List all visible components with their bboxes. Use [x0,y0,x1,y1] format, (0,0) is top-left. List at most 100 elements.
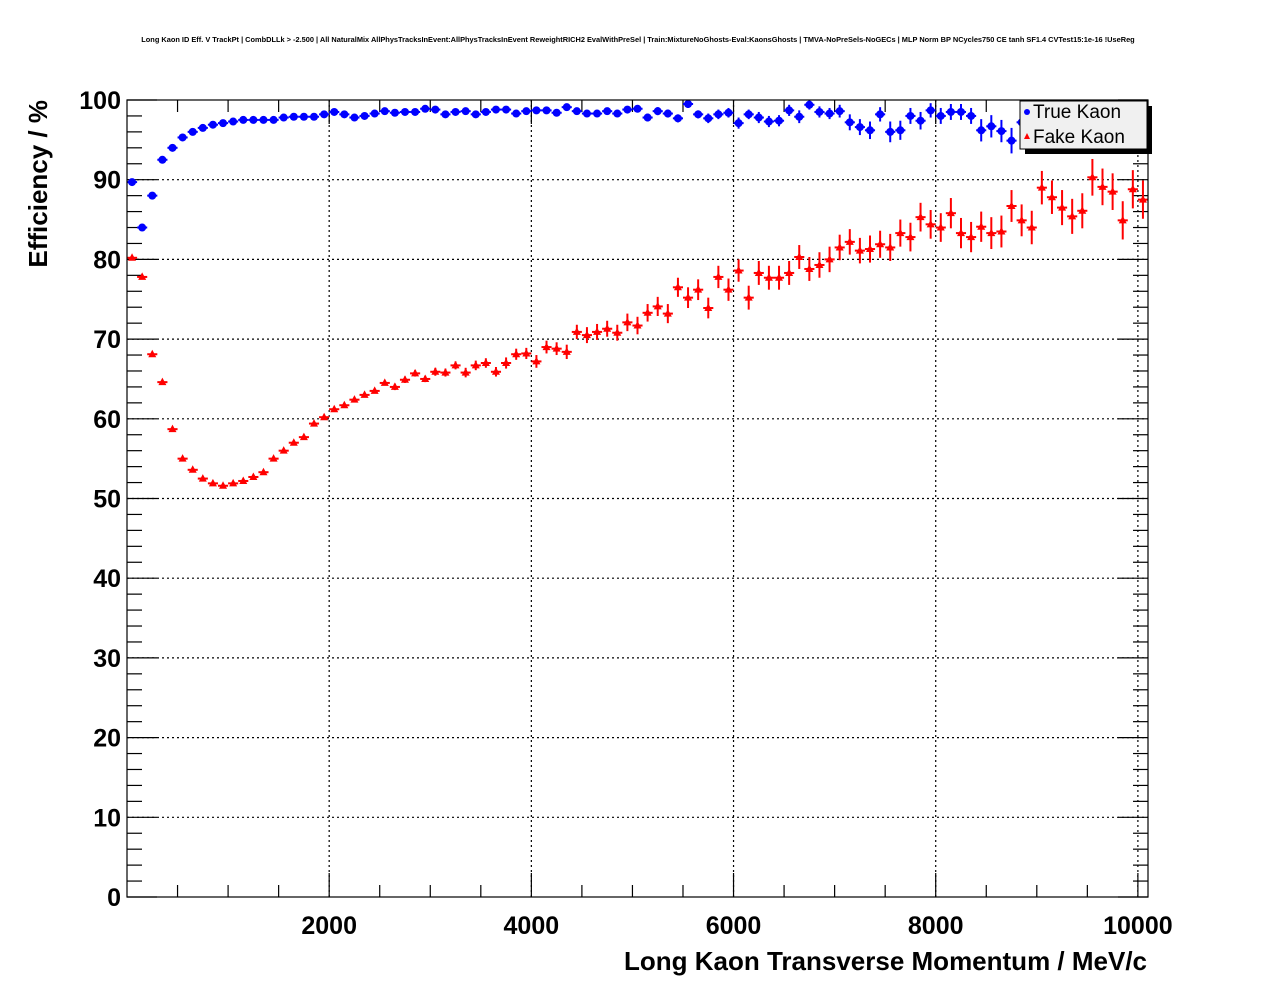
circle-marker [512,109,521,118]
true-kaon-point [642,113,653,122]
circle-marker [775,116,784,125]
true-kaon-point [521,107,532,116]
fake-kaon-point [228,478,239,487]
fake-kaon-point [1077,193,1088,229]
fake-kaon-point [854,237,865,264]
triangle-marker [997,227,1006,235]
triangle-marker [704,303,713,312]
true-kaon-point [470,110,481,119]
true-kaon-point [278,113,289,122]
circle-marker [582,109,591,118]
triangle-marker [1037,183,1046,191]
circle-marker [593,109,602,118]
circle-marker [967,111,976,120]
true-kaon-point [551,108,562,117]
triangle-marker [967,232,976,241]
fake-kaon-point [612,324,623,341]
fake-kaon-point [753,260,764,285]
fake-kaon-point [945,198,956,229]
fake-kaon-point [298,432,309,441]
legend: True Kaon Fake Kaon [1019,100,1152,154]
triangle-marker [825,254,834,263]
true-kaon-point [379,107,390,116]
fake-kaon-point [319,412,330,421]
fake-kaon-point [379,378,390,386]
fake-kaon-point [743,285,754,310]
triangle-marker [208,478,217,487]
triangle-marker [653,301,662,310]
triangle-marker [441,368,450,376]
triangle-marker [239,476,248,484]
x-tick-label: 2000 [301,912,357,940]
circle-marker [673,114,682,123]
triangle-marker [775,273,784,281]
true-kaon-point [794,110,805,124]
triangle-marker [1007,201,1016,210]
fake-kaon-point [976,211,987,242]
true-kaon-point [511,109,522,118]
fake-kaon-point [703,297,714,319]
triangle-marker [542,342,551,351]
fake-kaon-point [915,202,926,232]
true-kaon-point [581,109,593,118]
triangle-marker [360,390,369,398]
y-tick-label: 60 [93,406,121,434]
fake-kaon-point [278,446,289,454]
triangle-marker [613,328,622,336]
triangle-marker [380,378,389,386]
triangle-marker [855,246,864,254]
circle-marker [411,107,420,116]
fake-kaon-point [925,209,936,239]
circle-marker [795,112,804,121]
legend-triangle-marker-icon [1024,133,1030,139]
true-kaon-point [399,107,411,116]
fake-kaon-point [693,279,704,301]
circle-marker [390,108,399,117]
x-tick-label: 8000 [908,912,964,940]
fake-kaon-point [329,404,340,413]
fake-kaon-point [763,265,774,290]
fake-kaon-point [1026,210,1037,245]
true-kaon-point [541,106,552,115]
true-kaon-point [157,155,168,164]
circle-marker [1007,136,1016,145]
true-kaon-point [147,191,158,200]
true-kaon-point [733,117,744,129]
circle-marker [845,118,854,127]
true-kaon-point [966,107,977,124]
true-kaon-point [127,178,138,187]
triangle-marker [411,368,420,377]
true-kaon-point [177,133,188,142]
true-kaon-point [955,103,967,120]
true-kaon-point [571,107,582,116]
legend-label-true-kaon: True Kaon [1033,102,1121,123]
circle-marker [360,111,369,120]
triangle-marker [471,360,480,369]
circle-marker [421,104,430,113]
fake-kaon-point [652,296,663,316]
circle-marker [138,223,147,232]
triangle-marker [320,412,329,421]
true-kaon-point [824,107,835,120]
y-tick-label: 0 [107,884,121,912]
circle-marker [188,127,197,136]
true-kaon-point [713,109,724,120]
triangle-marker [128,253,137,261]
true-kaon-point [945,103,956,120]
true-kaon-point [652,107,663,116]
circle-marker [916,116,925,125]
true-kaon-point [137,223,148,232]
true-kaon-point [217,119,229,128]
circle-marker [724,108,733,117]
fake-kaon-point [713,265,724,289]
circle-marker [481,107,490,116]
triangle-marker [168,424,177,433]
triangle-marker [269,454,278,462]
circle-marker [330,107,339,116]
true-kaon-point [844,114,855,131]
fake-kaon-point [571,324,582,340]
fake-kaon-point [1097,168,1108,206]
fake-kaon-point [137,272,148,280]
true-kaon-point [612,109,623,118]
circle-marker [815,107,824,116]
